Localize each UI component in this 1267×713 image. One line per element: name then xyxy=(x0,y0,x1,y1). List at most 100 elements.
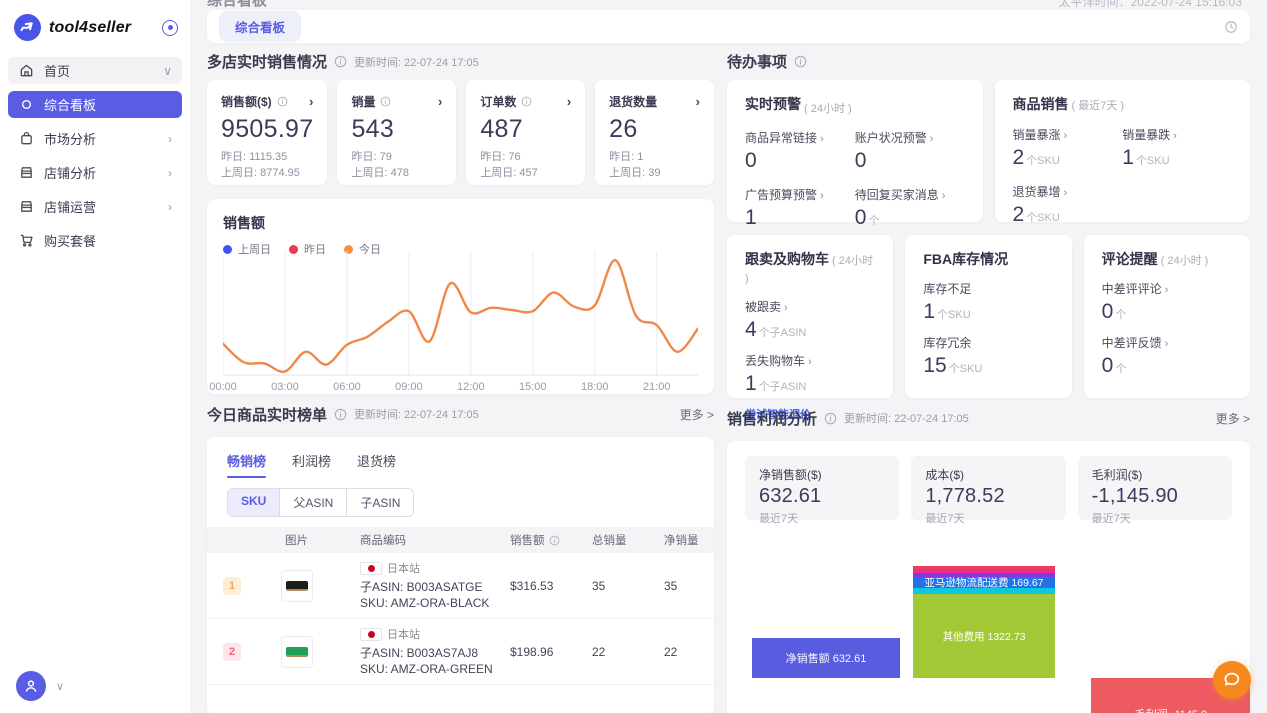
todo-item: 商品异常链接 › 0 xyxy=(745,131,824,172)
line-chart-plot xyxy=(223,251,698,377)
product-image xyxy=(280,635,313,668)
yesterday-value: 昨日: 1115.35 xyxy=(221,151,288,163)
profit-waterfall-chart: 净销售额 632.61 亚马逊物流配送费 169.67 其他费用 1322.73 … xyxy=(745,537,1250,713)
net-sales-bar[interactable]: 净销售额 632.61 xyxy=(752,638,900,678)
profit-section-header: 销售利润分析 更新时间: 22-07-24 17:05 更多 > xyxy=(727,398,1250,438)
todo-item: 库存冗余 15 个SKU xyxy=(923,336,983,377)
asin-text: 子ASIN: B003AS7AJ8 xyxy=(360,645,479,660)
sales-qty-card: 销量 › 543 昨日: 79 上周日: 478 xyxy=(337,80,457,185)
topbar: 综合看板 xyxy=(207,10,1250,43)
cart-icon xyxy=(18,233,34,249)
product-image xyxy=(280,569,313,602)
chevron-down-icon[interactable]: ∨ xyxy=(56,680,65,693)
tab-best-sellers[interactable]: 畅销榜 xyxy=(227,451,267,478)
legend-lastweek[interactable]: 上周日 xyxy=(223,241,271,257)
total-qty-cell: 35 xyxy=(592,578,606,593)
sidebar-item-buy-plan[interactable]: 购买套餐 xyxy=(8,227,182,254)
todo-section-header: 待办事项 xyxy=(727,43,1250,80)
todo-item: 丢失购物车 › 1 个子ASIN xyxy=(745,354,812,395)
sidebar-item-store-analysis[interactable]: 店铺分析 › xyxy=(8,159,182,186)
legend-yesterday[interactable]: 昨日 xyxy=(289,241,326,257)
tab-profit[interactable]: 利润榜 xyxy=(292,454,332,469)
lastweek-value: 上周日: 457 xyxy=(480,167,538,179)
user-avatar[interactable] xyxy=(16,671,46,701)
segment-child-asin[interactable]: 子ASIN xyxy=(346,489,414,516)
sales-line-chart-card: 销售额 上周日 昨日 今日 00:00 03:00 06:00 09:00 12:00 1… xyxy=(207,199,714,394)
tab-dashboard[interactable]: 综合看板 xyxy=(219,11,302,42)
chevron-right-icon[interactable]: › xyxy=(566,94,572,109)
main-content: 综合看板 太平洋时间：2022-07-24 15:16:03 综合看板 多店实时… xyxy=(190,0,1267,713)
chevron-right-icon[interactable]: › xyxy=(309,94,314,109)
segment-sku[interactable]: SKU xyxy=(228,489,280,516)
realtime-alert-card: 实时预警 实时预警( 24小时 ) 商品异常链接› 0 账户状况预警› 0 广告… xyxy=(727,80,983,229)
sidebar-item-market-analysis[interactable]: 市场分析 › xyxy=(8,125,182,152)
lastweek-value: 上周日: 478 xyxy=(351,167,409,179)
chevron-right-icon[interactable]: › xyxy=(695,94,700,109)
history-clock-icon[interactable] xyxy=(1224,20,1238,34)
chevron-right-icon[interactable]: › xyxy=(437,94,443,109)
info-icon[interactable] xyxy=(380,96,391,107)
cost-segment xyxy=(913,565,1055,570)
cost-stacked-bar[interactable]: 亚马逊物流配送费 169.67 其他费用 1322.73 xyxy=(913,565,1055,678)
net-sales-stat: 净销售额($) 632.61 最近7天 xyxy=(745,456,900,525)
info-icon[interactable] xyxy=(334,408,347,421)
net-qty-cell: 35 xyxy=(664,578,678,593)
ranking-table-header: 图片 商品编码 销售额 总销量 净销量 xyxy=(207,527,714,553)
rank-badge: 1 xyxy=(223,576,241,595)
yesterday-value: 昨日: 1 xyxy=(609,151,644,163)
section-title: 今日商品实时榜单 xyxy=(207,406,328,424)
brand-name: tool4seller xyxy=(49,18,132,36)
todo-item: 销量暴涨 › 2 个SKU xyxy=(1012,128,1068,169)
tab-returns[interactable]: 退货榜 xyxy=(357,454,397,469)
more-link[interactable]: 更多 > xyxy=(1215,411,1250,426)
metric-value: 26 xyxy=(609,115,638,143)
info-icon[interactable] xyxy=(549,535,560,546)
chat-support-button[interactable] xyxy=(1213,661,1251,699)
total-qty-cell: 22 xyxy=(592,644,606,659)
update-time: 更新时间: 22-07-24 17:05 xyxy=(354,56,479,69)
sidebar-item-home[interactable]: 首页 ∨ xyxy=(8,57,182,84)
asin-text: 子ASIN: B003ASATGE xyxy=(360,579,483,594)
japan-flag-icon xyxy=(360,562,382,575)
sidebar-item-store-operation[interactable]: 店铺运营 › xyxy=(8,193,182,220)
more-link[interactable]: 更多 > xyxy=(679,407,714,422)
profit-analysis-card: 净销售额($) 632.61 最近7天 成本($) 1,778.52 最近7天 … xyxy=(727,441,1250,713)
table-row[interactable]: 1 日本站 子ASIN: B003ASATGE SKU: AMZ-ORA-BLA… xyxy=(207,553,714,619)
ranking-tabs: 畅销榜 利润榜 退货榜 xyxy=(207,451,714,478)
ranking-card: 畅销榜 利润榜 退货榜 SKU 父ASIN 子ASIN 图片 商品编码 销售额 xyxy=(207,437,714,713)
cost-segment: 亚马逊物流配送费 169.67 xyxy=(913,577,1055,588)
info-icon[interactable] xyxy=(521,96,532,107)
info-icon[interactable] xyxy=(277,96,288,107)
x-tick-label: 21:00 xyxy=(642,381,671,393)
lastweek-value: 上周日: 39 xyxy=(609,167,661,179)
rank-badge: 2 xyxy=(223,642,241,661)
info-icon[interactable] xyxy=(334,55,347,68)
bag-icon xyxy=(18,131,34,147)
sku-asin-segmented-control: SKU 父ASIN 子ASIN xyxy=(227,488,415,517)
update-time: 更新时间: 22-07-24 17:05 xyxy=(354,409,479,421)
store-icon xyxy=(18,199,34,215)
section-title: 待办事项 xyxy=(727,54,788,71)
net-qty-cell: 22 xyxy=(664,644,678,659)
todo-item: 被跟卖 › 4 个子ASIN xyxy=(745,300,807,341)
table-row[interactable]: 2 日本站 子ASIN: B003AS7AJ8 SKU: AMZ-ORA-GRE… xyxy=(207,619,714,685)
x-tick-label: 15:00 xyxy=(519,381,547,393)
chart-title: 销售额 xyxy=(223,215,265,231)
sales-cards-row: 销售额($) › 9505.97 昨日: 1115.35 上周日: 8774.9… xyxy=(207,80,714,185)
info-icon[interactable] xyxy=(794,55,807,68)
sidebar-item-dashboard[interactable]: 综合看板 xyxy=(8,91,182,118)
sidebar-collapse-icon[interactable] xyxy=(162,19,178,36)
segment-parent-asin[interactable]: 父ASIN xyxy=(279,489,347,516)
metric-value: 487 xyxy=(480,115,523,143)
update-time: 更新时间: 22-07-24 17:05 xyxy=(844,413,969,425)
cost-segment: 其他费用 1322.73 xyxy=(913,594,1055,678)
info-icon[interactable] xyxy=(824,412,837,425)
chart-legend: 上周日 昨日 今日 xyxy=(223,241,698,257)
legend-today[interactable]: 今日 xyxy=(344,241,381,257)
cropped-header-strip: 综合看板 太平洋时间：2022-07-24 15:16:03 xyxy=(207,0,1250,8)
x-tick-label: 09:00 xyxy=(395,381,423,393)
sku-text: SKU: AMZ-ORA-GREEN xyxy=(360,661,493,676)
smart-repricing-link[interactable]: 尝试智能调价 xyxy=(745,409,811,421)
